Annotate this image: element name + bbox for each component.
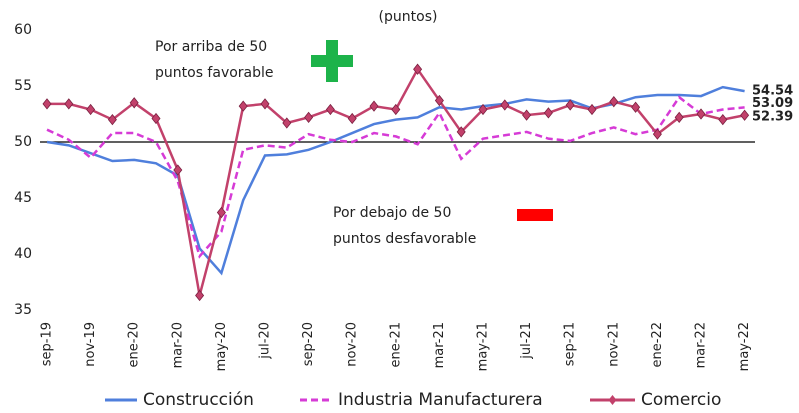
data-marker <box>369 100 379 112</box>
x-tick-label: sep-21 <box>563 322 578 366</box>
data-marker <box>325 103 335 116</box>
y-tick-label: 40 <box>14 246 32 262</box>
data-marker <box>609 96 619 108</box>
x-tick-label: may-22 <box>737 322 752 371</box>
data-marker <box>304 111 314 124</box>
data-marker <box>42 98 52 110</box>
x-tick-label: nov-21 <box>606 322 621 367</box>
x-tick-label: sep-20 <box>301 322 316 366</box>
minus-icon <box>517 209 553 221</box>
data-marker <box>456 126 466 138</box>
data-label: 52.39 <box>752 110 793 125</box>
annotation: Por debajo de 50 <box>333 205 451 221</box>
data-marker <box>718 113 728 126</box>
data-marker <box>674 111 684 124</box>
plus-icon <box>311 40 353 82</box>
data-marker <box>631 101 641 113</box>
y-tick-label: 45 <box>14 190 32 206</box>
x-tick-label: jul-21 <box>519 322 534 360</box>
data-marker <box>413 63 423 75</box>
data-marker <box>151 112 161 125</box>
data-marker <box>238 100 248 112</box>
y-tick-label: 35 <box>14 302 32 318</box>
series-line <box>46 85 745 276</box>
series-line <box>46 95 745 259</box>
x-tick-label: jul-20 <box>258 322 273 360</box>
legend-label: Industria Manufacturera <box>338 390 543 410</box>
data-marker <box>260 98 270 110</box>
data-marker <box>500 99 510 111</box>
legend-label: Construcción <box>143 390 254 410</box>
x-tick-label: nov-19 <box>83 322 98 367</box>
data-marker <box>282 117 292 129</box>
data-marker <box>543 107 553 119</box>
data-marker <box>173 164 183 176</box>
data-marker <box>522 109 532 121</box>
data-marker <box>587 103 597 116</box>
annotation: puntos favorable <box>155 65 274 81</box>
x-tick-label: may-20 <box>214 322 229 371</box>
y-tick-label: 50 <box>14 134 32 150</box>
x-tick-label: ene-21 <box>388 322 403 367</box>
x-tick-label: sep-19 <box>40 322 55 366</box>
x-tick-label: ene-20 <box>127 322 142 367</box>
series-line <box>47 66 745 296</box>
data-marker <box>64 98 74 110</box>
annotation: puntos desfavorable <box>333 231 476 247</box>
x-tick-label: mar-20 <box>170 322 185 368</box>
data-marker <box>107 113 117 126</box>
x-tick-label: may-21 <box>476 322 491 371</box>
data-marker <box>86 103 96 116</box>
x-tick-label: nov-20 <box>345 322 360 367</box>
data-marker <box>434 94 444 107</box>
data-marker <box>478 103 488 116</box>
data-marker <box>216 206 226 219</box>
data-marker <box>195 289 205 302</box>
chart-subtitle: (puntos) <box>379 9 438 25</box>
x-tick-label: ene-22 <box>650 322 665 367</box>
data-marker <box>696 108 706 120</box>
data-marker <box>740 109 750 121</box>
data-marker <box>652 128 662 140</box>
x-tick-label: mar-21 <box>432 322 447 368</box>
data-marker <box>565 99 575 111</box>
data-label: 54.54 <box>752 84 793 99</box>
y-tick-label: 60 <box>14 22 32 38</box>
data-label: 53.09 <box>752 96 793 111</box>
data-marker <box>347 112 357 125</box>
legend-label: Comercio <box>641 390 721 410</box>
data-marker <box>129 97 139 109</box>
x-tick-label: mar-22 <box>694 322 709 368</box>
data-marker <box>391 103 401 116</box>
annotation: Por arriba de 50 <box>155 39 267 55</box>
y-tick-label: 55 <box>14 78 32 94</box>
legend-marker <box>608 395 617 405</box>
